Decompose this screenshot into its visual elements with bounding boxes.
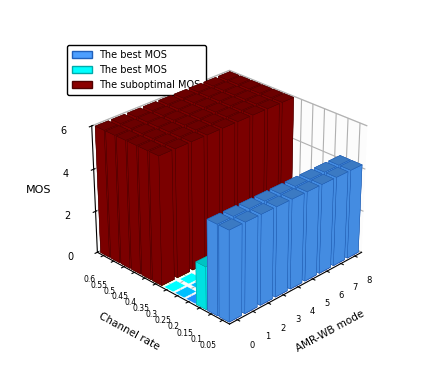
X-axis label: AMR-WB mode: AMR-WB mode [294,309,366,354]
Y-axis label: Channel rate: Channel rate [97,311,161,352]
Legend: The best MOS, The best MOS, The suboptimal MOS: The best MOS, The best MOS, The suboptim… [67,45,205,95]
